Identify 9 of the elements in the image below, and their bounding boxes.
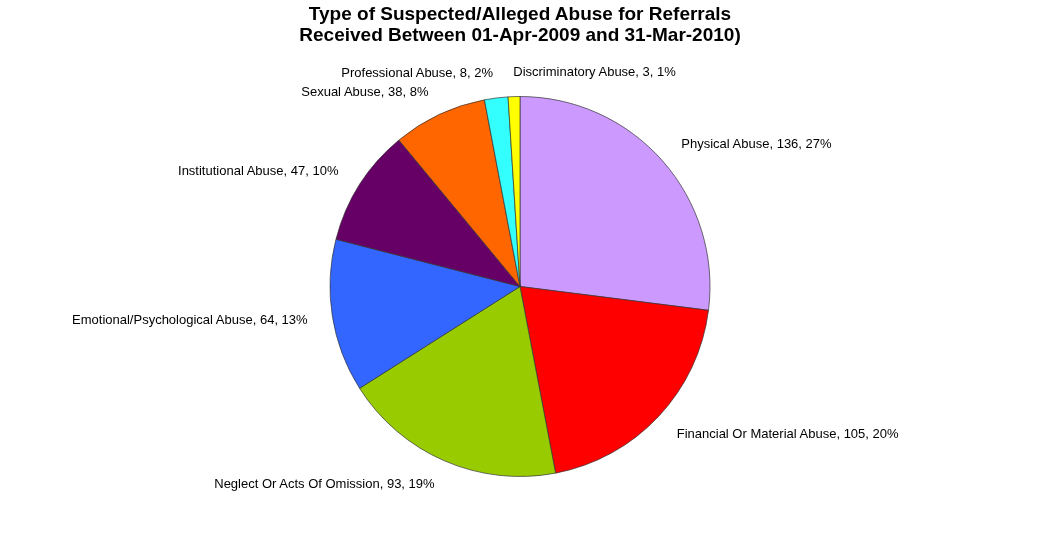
slice-label: Professional Abuse, 8, 2% bbox=[341, 65, 494, 81]
slice-label: Financial Or Material Abuse, 105, 20% bbox=[676, 425, 900, 441]
slice-label: Neglect Or Acts Of Omission, 93, 19% bbox=[214, 475, 436, 491]
slice-label: Sexual Abuse, 38, 8% bbox=[301, 83, 429, 99]
slice-label: Discriminatory Abuse, 3, 1% bbox=[513, 63, 677, 79]
slice-label: Emotional/Psychological Abuse, 64, 13% bbox=[72, 312, 309, 328]
slice-label: Institutional Abuse, 47, 10% bbox=[178, 163, 339, 179]
chart-title: Type of Suspected/Alleged Abuse for Referrals Received Between 01-Apr-2009 and 31-Mar-2010) bbox=[299, 3, 741, 45]
slice-label: Physical Abuse, 136, 27% bbox=[681, 136, 833, 152]
